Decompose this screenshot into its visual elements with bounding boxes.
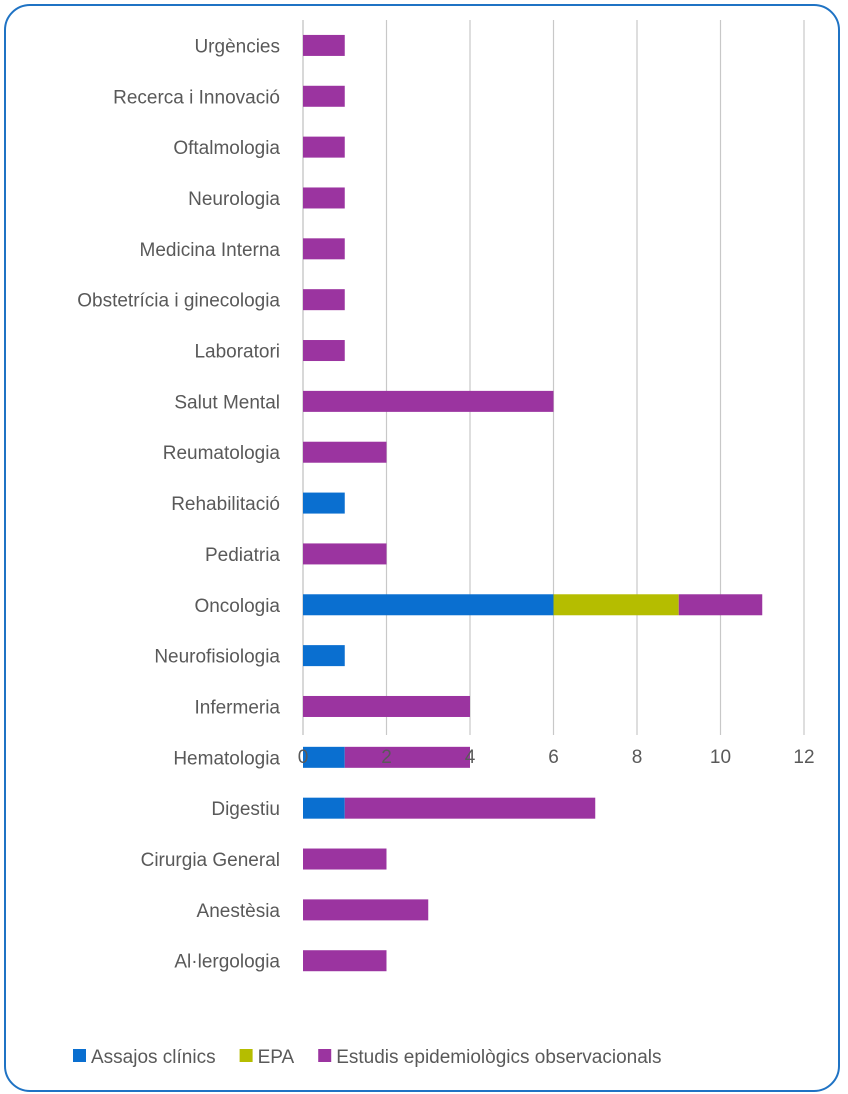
bar-anestesia-estudis-epidemiologics-observacionals <box>303 899 428 920</box>
legend-label-epa: EPA <box>258 1047 295 1068</box>
category-label-cirurgia-general: Cirurgia General <box>141 850 280 871</box>
bar-infermeria-estudis-epidemiologics-observacionals <box>303 696 470 717</box>
bar-laboratori-estudis-epidemiologics-observacionals <box>303 340 345 361</box>
x-tick-label-4: 4 <box>465 747 476 768</box>
category-label-oftalmologia: Oftalmologia <box>173 138 280 159</box>
bar-oftalmologia-estudis-epidemiologics-observacionals <box>303 137 345 158</box>
category-label-hematologia: Hematologia <box>173 748 280 769</box>
x-tick-label-8: 8 <box>632 747 643 768</box>
bar-digestiu-assajos-clinics <box>303 798 345 819</box>
category-label-al-lergologia: Al·lergologia <box>174 952 280 973</box>
category-label-obstetricia-i-ginecologia: Obstetrícia i ginecologia <box>77 291 280 312</box>
bar-cirurgia-general-estudis-epidemiologics-observacionals <box>303 849 387 870</box>
gridlines <box>303 20 804 735</box>
bar-oncologia-assajos-clinics <box>303 594 554 615</box>
bars <box>303 35 762 971</box>
bar-al-lergologia-estudis-epidemiologics-observacionals <box>303 950 387 971</box>
legend-swatch-epa <box>240 1049 253 1062</box>
bar-reumatologia-estudis-epidemiologics-observacionals <box>303 442 387 463</box>
bar-rehabilitacio-assajos-clinics <box>303 493 345 514</box>
bar-digestiu-estudis-epidemiologics-observacionals <box>345 798 596 819</box>
bar-hematologia-assajos-clinics <box>303 747 345 768</box>
category-label-reumatologia: Reumatologia <box>163 443 281 464</box>
bar-neurofisiologia-assajos-clinics <box>303 645 345 666</box>
category-labels: Urgències Recerca i Innovació Oftalmologia… <box>77 36 280 972</box>
category-label-salut-mental: Salut Mental <box>174 392 280 413</box>
category-label-neurologia: Neurologia <box>188 189 280 210</box>
bar-urgencies-estudis-epidemiologics-observacionals <box>303 35 345 56</box>
category-label-pediatria: Pediatria <box>205 545 280 566</box>
x-tick-label-2: 2 <box>381 747 392 768</box>
bar-oncologia-epa <box>554 594 679 615</box>
legend: Assajos clínics EPA Estudis epidemiològics… <box>73 1047 662 1068</box>
category-label-recerca-i-innovacio: Recerca i Innovació <box>113 87 280 108</box>
category-label-urgencies: Urgències <box>194 36 280 57</box>
bar-neurologia-estudis-epidemiologics-observacionals <box>303 187 345 208</box>
bar-medicina-interna-estudis-epidemiologics-observacionals <box>303 238 345 259</box>
legend-label-assajos-clinics: Assajos clínics <box>91 1047 216 1068</box>
x-tick-label-12: 12 <box>793 747 814 768</box>
bar-recerca-i-innovacio-estudis-epidemiologics-observacionals <box>303 86 345 107</box>
bar-obstetricia-i-ginecologia-estudis-epidemiologics-observacionals <box>303 289 345 310</box>
category-label-infermeria: Infermeria <box>194 697 280 718</box>
bar-salut-mental-estudis-epidemiologics-observacionals <box>303 391 554 412</box>
x-tick-label-6: 6 <box>548 747 559 768</box>
legend-swatch-estudis-epidemiologics-observacionals <box>318 1049 331 1062</box>
category-label-neurofisiologia: Neurofisiologia <box>154 647 280 668</box>
x-tick-label-0: 0 <box>298 747 309 768</box>
bar-pediatria-estudis-epidemiologics-observacionals <box>303 543 387 564</box>
category-label-anestesia: Anestèsia <box>197 901 281 922</box>
bar-hematologia-estudis-epidemiologics-observacionals <box>345 747 470 768</box>
category-label-rehabilitacio: Rehabilitació <box>171 494 280 515</box>
bar-oncologia-estudis-epidemiologics-observacionals <box>679 594 763 615</box>
category-label-laboratori: Laboratori <box>194 342 280 363</box>
legend-swatch-assajos-clinics <box>73 1049 86 1062</box>
x-tick-label-10: 10 <box>710 747 731 768</box>
category-label-digestiu: Digestiu <box>211 799 280 820</box>
legend-label-estudis-epidemiologics-observacionals: Estudis epidemiològics observacionals <box>336 1047 661 1068</box>
category-label-oncologia: Oncologia <box>194 596 280 617</box>
category-label-medicina-interna: Medicina Interna <box>140 240 281 261</box>
